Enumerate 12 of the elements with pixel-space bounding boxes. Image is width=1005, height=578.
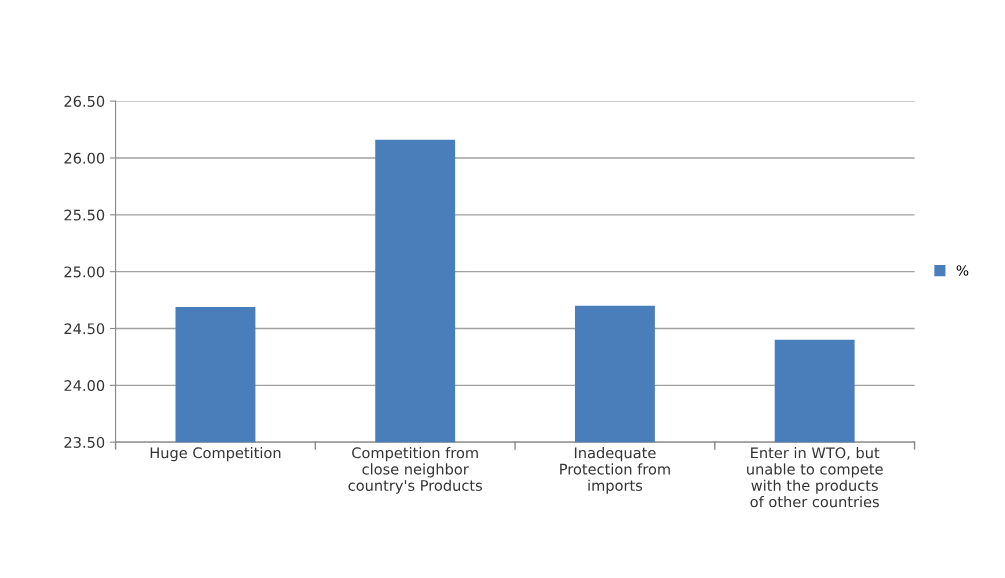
y-tick-label: 25.00 bbox=[64, 266, 105, 278]
legend-label: % bbox=[956, 265, 969, 276]
y-tick-label: 24.50 bbox=[64, 323, 105, 335]
x-tick-label: Enter in WTO, but unable to compete with the products of other countries bbox=[747, 447, 883, 508]
y-tick-label: 26.00 bbox=[64, 152, 105, 164]
x-tick-label: Huge Competition bbox=[150, 447, 281, 462]
y-tick-label: 25.50 bbox=[64, 209, 105, 221]
y-tick-label: 26.50 bbox=[64, 95, 105, 107]
x-tick-label: Inadequate Protection from imports bbox=[560, 447, 670, 494]
y-tick-label: 23.50 bbox=[64, 436, 105, 448]
y-tick-label: 24.00 bbox=[64, 380, 105, 392]
x-tick-label: Competition from close neighbor country's Products bbox=[348, 447, 482, 494]
